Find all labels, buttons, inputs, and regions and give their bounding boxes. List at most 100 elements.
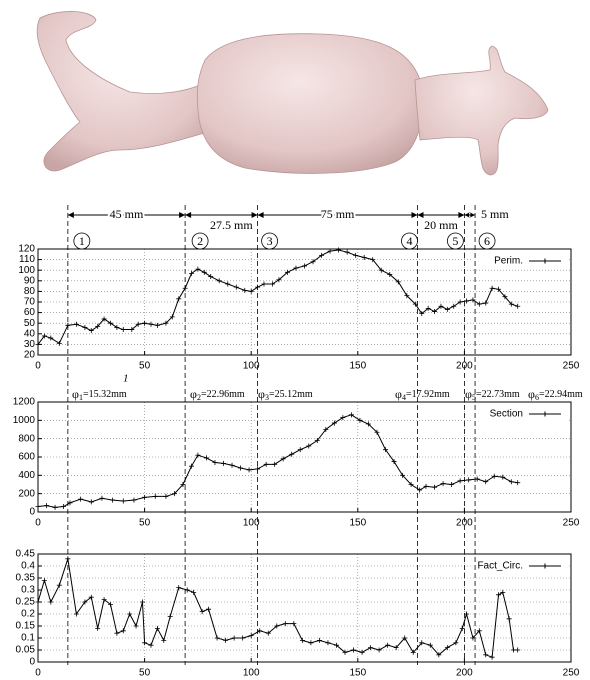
- y-tick-label: 100: [18, 265, 35, 276]
- data-point: [297, 447, 303, 453]
- data-point: [376, 647, 382, 653]
- data-point: [167, 613, 173, 619]
- legend-marker: [542, 258, 548, 264]
- data-point: [282, 621, 288, 627]
- diameter-value: =25.12mm: [269, 389, 313, 400]
- data-point: [476, 628, 482, 634]
- data-point: [171, 491, 177, 497]
- data-point: [169, 314, 175, 320]
- data-point: [483, 652, 489, 658]
- data-point: [176, 296, 182, 302]
- data-point: [359, 649, 365, 655]
- data-line: [37, 249, 518, 345]
- diameter-index: 2: [197, 393, 201, 402]
- data-point: [41, 577, 47, 583]
- data-point: [284, 269, 290, 275]
- data-point: [206, 606, 212, 612]
- data-point: [402, 635, 408, 641]
- diameter-index: 1: [79, 393, 83, 402]
- data-point: [419, 640, 425, 646]
- data-point: [154, 322, 160, 328]
- data-point: [342, 649, 348, 655]
- data-point: [353, 252, 359, 258]
- y-tick-label: 0.1: [21, 633, 35, 644]
- data-point: [374, 429, 380, 435]
- data-point: [44, 503, 50, 509]
- x-tick-label: 250: [563, 668, 580, 679]
- data-point: [248, 633, 254, 639]
- diameter-symbol: φ: [190, 387, 197, 401]
- data-point: [212, 460, 218, 465]
- y-tick-label: 600: [18, 452, 35, 463]
- data-point: [417, 487, 423, 493]
- data-point: [289, 451, 295, 457]
- y-tick-label: 0.05: [16, 645, 36, 656]
- data-point: [107, 320, 113, 326]
- dimension-label: 27.5 mm: [210, 218, 253, 232]
- diameter-symbol: φ: [528, 387, 535, 401]
- diameter-symbol: φ: [72, 387, 79, 401]
- data-point: [35, 341, 41, 347]
- data-point: [457, 299, 463, 305]
- data-point: [88, 594, 94, 600]
- data-point: [127, 611, 133, 617]
- y-tick-label: 0.45: [16, 549, 36, 560]
- data-point: [293, 265, 299, 271]
- data-point: [120, 628, 126, 634]
- data-point: [56, 582, 62, 588]
- data-point: [515, 303, 521, 309]
- legend-marker: [542, 411, 548, 417]
- data-point: [310, 259, 316, 265]
- data-point: [163, 320, 169, 326]
- data-point: [225, 281, 231, 287]
- diameter-label: φ4=17.92mm: [395, 387, 450, 402]
- data-point: [191, 589, 197, 595]
- data-point: [466, 477, 472, 483]
- marker-circle: [73, 232, 91, 250]
- data-point: [95, 625, 101, 631]
- data-point: [404, 293, 410, 299]
- x-tick-label: 250: [563, 518, 580, 529]
- data-point: [257, 628, 263, 634]
- data-point: [410, 649, 416, 655]
- y-tick-label: 0.15: [16, 621, 36, 632]
- diameter-symbol: φ: [465, 387, 472, 401]
- data-point: [274, 623, 280, 629]
- marker-label: 1: [79, 234, 85, 248]
- data-point: [357, 417, 363, 423]
- y-tick-label: 0: [29, 507, 35, 518]
- arrow-head: [464, 212, 476, 218]
- data-point: [48, 335, 54, 341]
- data-point: [470, 297, 476, 303]
- diameter-symbol: φ: [395, 387, 402, 401]
- data-point: [129, 327, 135, 333]
- data-point: [333, 642, 339, 648]
- data-point: [67, 500, 73, 506]
- data-point: [142, 640, 148, 646]
- diameter-label: φ6=22.94mm: [528, 387, 583, 402]
- data-point: [325, 640, 331, 646]
- data-point: [52, 504, 58, 510]
- data-point: [265, 630, 271, 636]
- data-point: [440, 481, 446, 487]
- data-point: [73, 611, 79, 617]
- x-tick-label: 0: [35, 361, 41, 372]
- data-point: [361, 254, 367, 260]
- data-point: [316, 637, 322, 643]
- diameter-index: 4: [402, 393, 406, 402]
- x-tick-label: 150: [349, 518, 366, 529]
- data-point: [508, 301, 514, 307]
- data-point: [231, 635, 237, 641]
- data-point: [163, 493, 169, 499]
- legend-label: Fact_Circ.: [477, 561, 523, 572]
- data-point: [474, 476, 480, 482]
- data-point: [489, 654, 495, 660]
- y-tick-label: 80: [24, 286, 36, 297]
- data-point: [142, 494, 148, 500]
- diameter-label: φ3=25.12mm: [258, 387, 313, 402]
- diameter-value: =17.92mm: [406, 389, 450, 400]
- data-point: [78, 496, 84, 502]
- legend-bg: [471, 407, 568, 421]
- data-point: [270, 281, 276, 287]
- data-point: [496, 286, 502, 292]
